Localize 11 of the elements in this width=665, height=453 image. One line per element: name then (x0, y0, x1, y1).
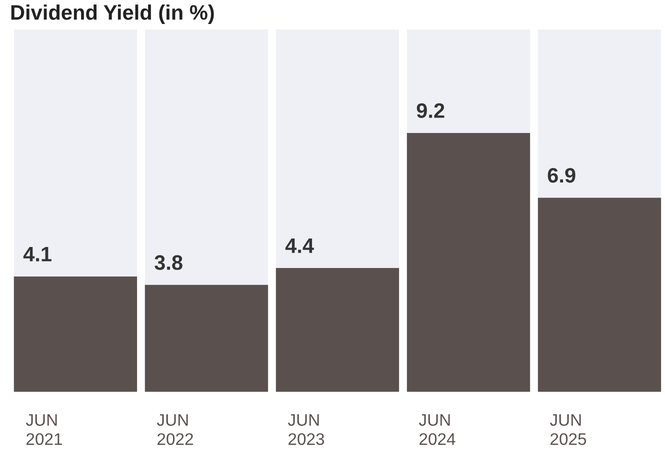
x-tick-label: JUN 2022 (156, 414, 193, 445)
x-tick-label: JUN 2021 (26, 414, 62, 445)
chart-title: Dividend Yield (in %) (11, 4, 214, 24)
data-label: 3.8 (154, 255, 182, 270)
data-label: 4.1 (23, 246, 52, 262)
data-label: 4.4 (285, 238, 314, 253)
x-tick-label: JUN 2025 (550, 414, 586, 445)
data-label: 9.2 (416, 103, 444, 118)
x-tick-label: JUN 2024 (418, 414, 456, 445)
data-label: 6.9 (548, 168, 576, 183)
x-tick-label: JUN 2023 (288, 414, 324, 445)
